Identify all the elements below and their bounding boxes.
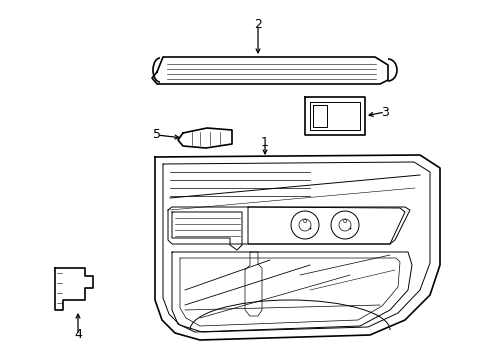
Circle shape — [298, 219, 310, 231]
Text: 5: 5 — [153, 129, 161, 141]
Circle shape — [330, 211, 358, 239]
Text: o: o — [342, 218, 346, 224]
Text: o: o — [302, 218, 306, 224]
Text: 2: 2 — [254, 18, 262, 31]
Text: 4: 4 — [74, 328, 82, 342]
Circle shape — [338, 219, 350, 231]
Circle shape — [290, 211, 318, 239]
Text: 1: 1 — [261, 136, 268, 149]
Text: 3: 3 — [380, 105, 388, 118]
Text: +: + — [307, 225, 312, 230]
Text: +: + — [347, 225, 352, 230]
